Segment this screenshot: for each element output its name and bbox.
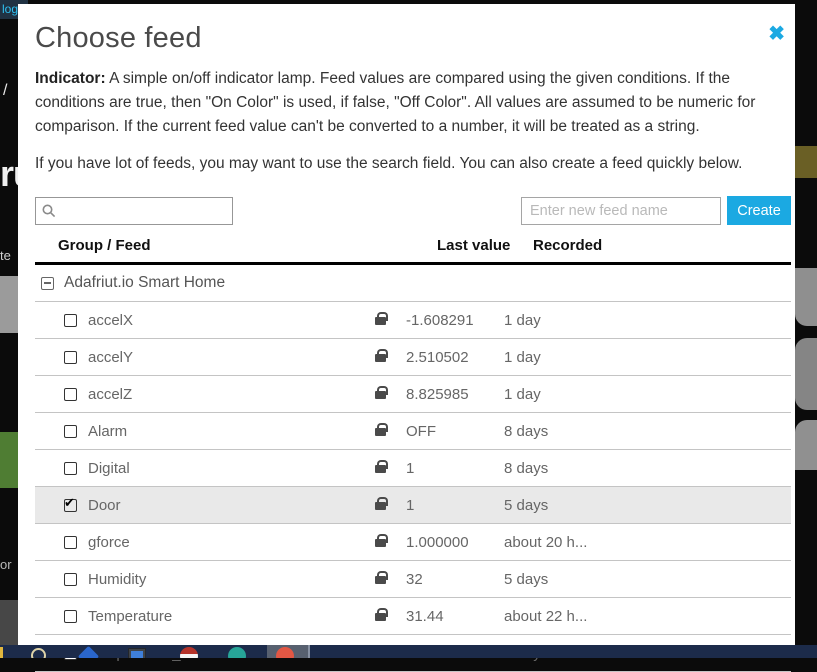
background-gray-shape: [795, 268, 817, 326]
lock-icon: [375, 496, 388, 510]
search-hint-text: If you have lot of feeds, you may want t…: [35, 155, 743, 172]
modal-title: Choose feed: [35, 22, 202, 54]
close-icon[interactable]: ✖: [764, 22, 789, 46]
feed-recorded: 5 days: [504, 496, 549, 514]
taskbar-separator: [308, 645, 310, 658]
feed-row[interactable]: Digital 1 8 days: [35, 450, 791, 487]
feed-last-value: 32: [406, 570, 423, 588]
feed-recorded: 5 days: [504, 570, 549, 588]
feed-checkbox[interactable]: [64, 387, 77, 401]
background-dark-block: [0, 600, 18, 645]
feed-last-value: OFF: [406, 422, 436, 440]
browser-app-icon[interactable]: [180, 647, 198, 658]
lock-icon: [375, 311, 388, 325]
collapse-group-icon[interactable]: [41, 276, 54, 290]
feed-table: Group / Feed Last value Recorded Adafriu…: [35, 233, 791, 672]
feed-recorded: 1 day: [504, 385, 541, 403]
feed-checkbox[interactable]: [64, 461, 77, 475]
feed-recorded: 8 days: [504, 422, 549, 440]
feed-row[interactable]: accelZ 8.825985 1 day: [35, 376, 791, 413]
column-header-recorded: Recorded: [533, 237, 603, 254]
feed-checkbox[interactable]: [64, 535, 77, 549]
feed-name: Door: [88, 496, 121, 514]
choose-feed-modal: Choose feed ✖ Indicator: A simple on/off…: [18, 4, 795, 672]
background-gray-shape: [795, 338, 817, 410]
feed-row-selected[interactable]: Door 1 5 days: [35, 487, 791, 524]
feed-name: Alarm: [88, 422, 128, 440]
create-feed-button[interactable]: Create: [727, 196, 791, 225]
diamond-app-icon[interactable]: [77, 645, 100, 658]
indicator-description: Indicator: A simple on/off indicator lam…: [35, 67, 791, 139]
feed-name: accelZ: [88, 385, 133, 403]
feed-last-value: 2.510502: [406, 348, 469, 366]
feed-last-value: 8.825985: [406, 385, 469, 403]
column-header-last-value: Last value: [437, 237, 511, 254]
feed-name: gforce: [88, 533, 130, 551]
background-gray-shape: [795, 420, 817, 470]
lock-icon: [375, 422, 388, 436]
feed-recorded: about 22 h...: [504, 607, 588, 625]
lock-icon: [375, 607, 388, 621]
feed-name: accelY: [88, 348, 134, 366]
feed-group-row[interactable]: Adafriut.io Smart Home: [35, 265, 791, 302]
background-text-fragment: or: [0, 557, 12, 572]
background-text-fragment: /: [3, 82, 8, 99]
feed-checkbox[interactable]: [64, 572, 77, 586]
feed-recorded: 8 days: [504, 459, 549, 477]
indicator-description-text: A simple on/off indicator lamp. Feed val…: [35, 70, 756, 135]
feed-last-value: -1.608291: [406, 311, 474, 329]
search-icon: [42, 204, 56, 217]
feed-checkbox[interactable]: [64, 313, 77, 327]
feed-checkbox[interactable]: [64, 609, 77, 623]
feed-last-value: 1: [406, 496, 415, 514]
feed-checkbox[interactable]: [64, 350, 77, 364]
teal-app-icon[interactable]: [228, 647, 246, 658]
background-olive-block: [795, 146, 817, 178]
feed-last-value: 1.000000: [406, 533, 469, 551]
feed-row[interactable]: gforce 1.000000 about 20 h...: [35, 524, 791, 561]
background-gray-block: [0, 276, 18, 333]
lock-icon: [375, 533, 388, 547]
taskbar-edge-fragment: [0, 647, 3, 658]
windows-taskbar: [0, 645, 817, 658]
feed-last-value: 31.44: [406, 607, 444, 625]
feed-name: accelX: [88, 311, 134, 329]
feed-row[interactable]: Humidity 32 5 days: [35, 561, 791, 598]
background-text-fragment: te: [0, 248, 11, 263]
active-app-icon[interactable]: [276, 647, 294, 658]
feed-row[interactable]: accelY 2.510502 1 day: [35, 339, 791, 376]
column-header-group-feed: Group / Feed: [58, 237, 151, 254]
background-heading-fragment: ru: [0, 153, 18, 194]
feed-table-header: Group / Feed Last value Recorded: [35, 233, 791, 265]
monitor-app-icon[interactable]: [128, 648, 146, 658]
feed-group-name: Adafriut.io Smart Home: [64, 274, 226, 291]
lock-icon: [375, 459, 388, 473]
feed-row[interactable]: Alarm OFF 8 days: [35, 413, 791, 450]
indicator-description-lead: Indicator:: [35, 70, 106, 87]
feed-last-value: 1: [406, 459, 415, 477]
feed-recorded: 1 day: [504, 348, 541, 366]
feed-row[interactable]: accelX -1.608291 1 day: [35, 302, 791, 339]
lock-icon: [375, 348, 388, 362]
feed-checkbox[interactable]: [64, 495, 77, 512]
feed-name: Temperature: [88, 607, 173, 625]
feed-row[interactable]: Temperature 31.44 about 22 h...: [35, 598, 791, 635]
pen-app-icon[interactable]: [31, 648, 46, 658]
lock-icon: [375, 570, 388, 584]
feed-name: Digital: [88, 459, 130, 477]
feed-recorded: 1 day: [504, 311, 541, 329]
feed-recorded: about 20 h...: [504, 533, 588, 551]
background-green-block: [0, 432, 18, 488]
lock-icon: [375, 385, 388, 399]
feed-checkbox[interactable]: [64, 424, 77, 438]
feed-name: Humidity: [88, 570, 147, 588]
search-input[interactable]: [35, 196, 233, 225]
new-feed-name-input[interactable]: [521, 196, 721, 225]
